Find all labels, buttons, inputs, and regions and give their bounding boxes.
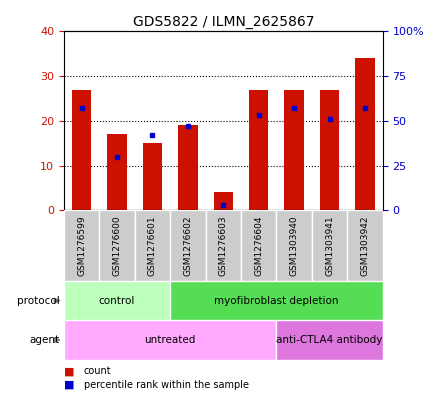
Bar [170, 281, 383, 320]
Bar [107, 134, 127, 210]
Bar [135, 210, 170, 281]
Bar [276, 320, 383, 360]
Text: GSM1276602: GSM1276602 [183, 215, 192, 276]
Text: anti-CTLA4 antibody: anti-CTLA4 antibody [276, 335, 383, 345]
Bar [284, 90, 304, 210]
Text: control: control [99, 296, 135, 306]
Bar [347, 210, 383, 281]
Bar [64, 210, 99, 281]
Bar [205, 210, 241, 281]
Bar [249, 90, 268, 210]
Text: GSM1303942: GSM1303942 [360, 215, 370, 276]
Text: protocol: protocol [17, 296, 59, 306]
Text: ■: ■ [64, 366, 74, 376]
Bar [213, 192, 233, 210]
Text: GSM1276604: GSM1276604 [254, 215, 263, 276]
Text: ■: ■ [64, 380, 74, 390]
Text: GSM1276600: GSM1276600 [113, 215, 121, 276]
Text: GSM1303940: GSM1303940 [290, 215, 299, 276]
Text: GSM1276601: GSM1276601 [148, 215, 157, 276]
Bar [356, 58, 375, 210]
Bar [170, 210, 205, 281]
Text: myofibroblast depletion: myofibroblast depletion [214, 296, 339, 306]
Text: agent: agent [29, 335, 59, 345]
Bar [276, 210, 312, 281]
Bar [72, 90, 91, 210]
Text: GSM1276599: GSM1276599 [77, 215, 86, 276]
Bar [99, 210, 135, 281]
Bar [178, 125, 198, 210]
Bar [312, 210, 347, 281]
Bar [143, 143, 162, 210]
Bar [241, 210, 276, 281]
Text: GSM1303941: GSM1303941 [325, 215, 334, 276]
Text: untreated: untreated [144, 335, 196, 345]
Title: GDS5822 / ILMN_2625867: GDS5822 / ILMN_2625867 [132, 15, 314, 29]
Text: percentile rank within the sample: percentile rank within the sample [84, 380, 249, 390]
Text: count: count [84, 366, 111, 376]
Text: GSM1276603: GSM1276603 [219, 215, 228, 276]
Bar [64, 281, 170, 320]
Bar [64, 320, 276, 360]
Bar [320, 90, 339, 210]
